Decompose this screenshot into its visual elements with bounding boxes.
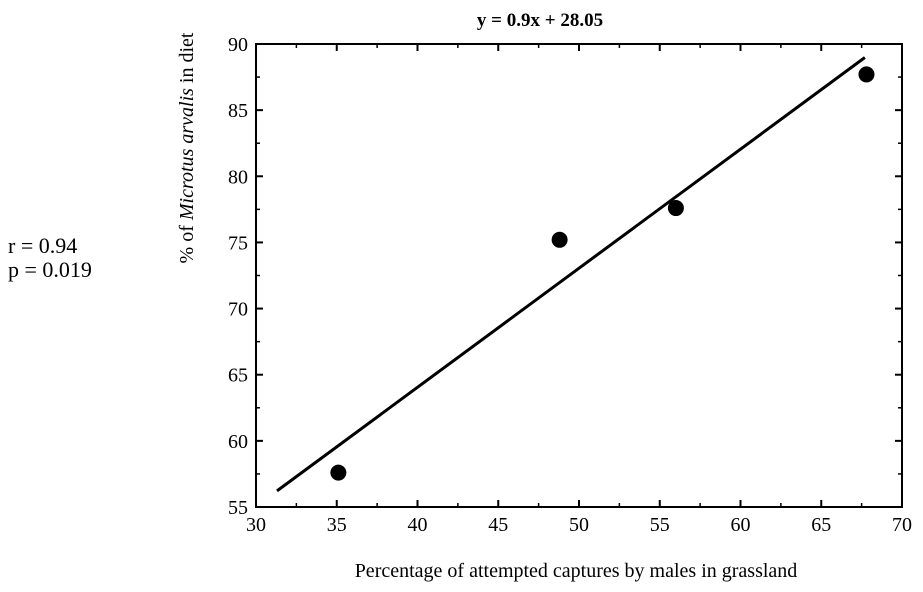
y-tick-label: 90 xyxy=(228,34,248,56)
y-axis-label: % of Microtus arvalis in diet xyxy=(176,32,198,263)
y-axis-label-species: Microtus arvalis xyxy=(176,88,198,221)
y-tick-label: 65 xyxy=(228,365,248,387)
x-axis-ticks: 30 35 40 45 50 55 60 65 70 xyxy=(246,44,912,536)
x-tick-label: 55 xyxy=(650,514,670,536)
x-tick-label: 40 xyxy=(408,514,428,536)
y-tick-label: 60 xyxy=(228,431,248,453)
chart-title: y = 0.9x + 28.05 xyxy=(477,10,603,31)
x-tick-label: 45 xyxy=(488,514,508,536)
p-value: p = 0.019 xyxy=(8,257,92,282)
y-tick-label: 75 xyxy=(228,232,248,254)
data-point xyxy=(858,66,875,83)
data-point xyxy=(330,464,347,481)
regression-line xyxy=(276,56,866,493)
data-point xyxy=(551,231,568,248)
fit-line-layer xyxy=(276,56,866,493)
y-tick-label: 85 xyxy=(228,100,248,122)
data-point xyxy=(667,200,684,217)
x-tick-label: 30 xyxy=(246,514,266,536)
y-tick-label: 80 xyxy=(228,166,248,188)
y-axis-ticks: 55 60 65 70 75 80 85 90 xyxy=(228,34,902,519)
r-value: r = 0.94 xyxy=(8,233,78,258)
y-axis-label-suffix: in diet xyxy=(176,32,198,88)
x-tick-label: 65 xyxy=(811,514,831,536)
data-points xyxy=(330,66,875,481)
plot-frame xyxy=(255,43,903,508)
x-tick-label: 35 xyxy=(327,514,347,536)
x-axis-label: Percentage of attempted captures by male… xyxy=(355,560,798,582)
y-tick-label: 55 xyxy=(228,497,248,519)
x-tick-label: 70 xyxy=(892,514,912,536)
correlation-stats: r = 0.94 p = 0.019 xyxy=(8,234,92,282)
y-tick-label: 70 xyxy=(228,299,248,321)
x-tick-label: 60 xyxy=(731,514,751,536)
x-tick-label: 50 xyxy=(569,514,589,536)
y-axis-label-prefix: % of xyxy=(176,220,198,263)
